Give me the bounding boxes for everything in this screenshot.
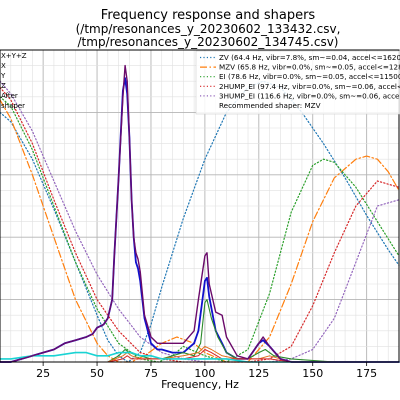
legend: ZV (64.4 Hz, vibr=7.8%, sm~=0.04, accel<… [200,53,400,110]
series-line-2 [0,96,400,363]
x-tick-label: 125 [248,367,269,380]
left-legend-label: After [1,92,18,100]
x-tick-label: 75 [144,367,158,380]
left-legend-label: X [1,62,6,70]
x-tick-label: 175 [356,367,377,380]
series-line-6 [0,299,400,363]
x-tick-label: 50 [90,367,104,380]
legend-label: Recommended shaper: MZV [219,101,321,110]
left-legend-label: X+Y+Z [1,52,27,60]
left-legend: X+Y+Z XYZ After shaper [0,52,27,110]
left-legend-label: Z [1,82,6,90]
plot-frame [0,49,400,363]
left-legend-label: shaper [1,102,25,110]
series-line-7 [0,345,400,363]
legend-label: MZV (65.8 Hz, vibr=0.0%, sm~=0.05, accel… [219,63,400,72]
legend-box [195,50,400,115]
x-axis-ticks: 25 50 75 100 125 150 175 [36,362,377,380]
x-tick-label: 25 [36,367,50,380]
x-tick-label: 100 [194,367,215,380]
legend-label: EI (78.6 Hz, vibr=0.0%, sm~=0.05, accel<… [219,72,400,81]
chart-title-line-1: Frequency response and shapers [101,8,316,23]
legend-label: ZV (64.4 Hz, vibr=7.8%, sm~=0.04, accel<… [219,53,400,62]
chart-title-line-3: /tmp/resonances_y_20230602_134745.csv) [78,35,339,49]
series-line-8 [0,349,400,363]
left-legend-label: Y [0,72,6,80]
legend-label: 3HUMP_EI (116.6 Hz, vibr=0.0%, sm~=0.06,… [219,91,400,100]
series-line-10 [0,64,400,363]
chart-title-line-2: (/tmp/resonances_y_20230602_133432.csv, [76,22,341,36]
x-axis-label: Frequency, Hz [161,378,239,391]
legend-label: 2HUMP_EI (97.4 Hz, vibr=0.0%, sm~=0.06, … [219,82,400,91]
x-tick-label: 150 [302,367,323,380]
